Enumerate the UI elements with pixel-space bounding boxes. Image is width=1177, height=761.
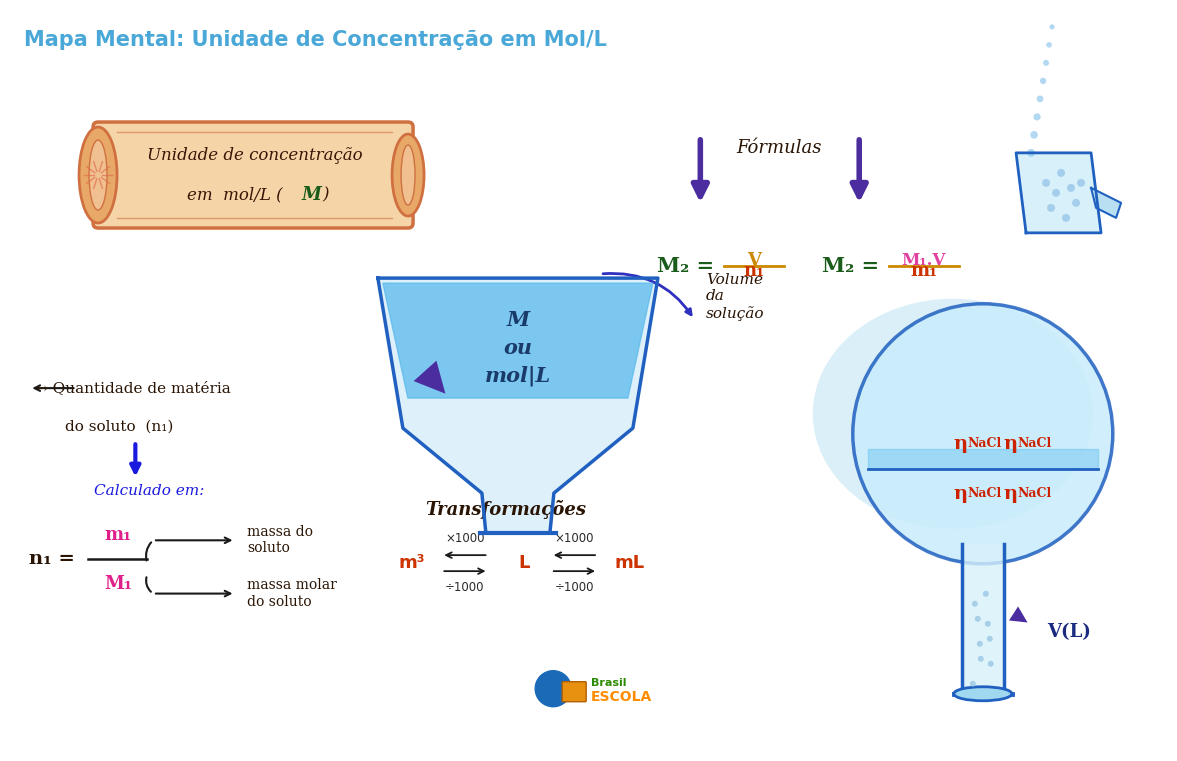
Text: massa do
soluto: massa do soluto <box>247 525 313 556</box>
FancyArrowPatch shape <box>320 253 445 393</box>
Circle shape <box>1077 179 1085 187</box>
Text: Fórmulas: Fórmulas <box>737 139 822 158</box>
Text: ×1000: ×1000 <box>554 532 594 545</box>
Circle shape <box>1037 95 1044 102</box>
Text: M₂ =: M₂ = <box>822 256 879 276</box>
Text: ESCOLA: ESCOLA <box>591 689 652 704</box>
Text: n₁: n₁ <box>744 263 764 280</box>
Text: ÷1000: ÷1000 <box>445 581 485 594</box>
Text: ÷1000: ÷1000 <box>554 581 594 594</box>
Polygon shape <box>1091 188 1121 218</box>
Text: ×1000: ×1000 <box>445 532 485 545</box>
Text: Brasil: Brasil <box>591 678 626 688</box>
Ellipse shape <box>79 127 117 223</box>
Circle shape <box>1028 149 1035 157</box>
Text: Transformações: Transformações <box>426 501 586 519</box>
Text: NaCl: NaCl <box>967 487 1002 500</box>
Text: NaCl: NaCl <box>967 438 1002 451</box>
Circle shape <box>536 670 571 707</box>
Ellipse shape <box>401 145 415 205</box>
Text: Calculado em:: Calculado em: <box>94 484 205 498</box>
Circle shape <box>853 304 1112 564</box>
Circle shape <box>1030 131 1038 139</box>
Text: massa molar
do soluto: massa molar do soluto <box>247 578 337 609</box>
Ellipse shape <box>392 134 424 216</box>
Text: η: η <box>1004 485 1018 503</box>
Text: M₁.V: M₁.V <box>902 253 946 269</box>
Text: NaCl: NaCl <box>1018 438 1052 451</box>
Circle shape <box>983 591 989 597</box>
Text: M: M <box>301 186 321 204</box>
Text: Volume
da
solução: Volume da solução <box>706 273 765 320</box>
Circle shape <box>1052 189 1060 197</box>
Text: η: η <box>953 485 967 503</box>
Text: Unidade de concentração: Unidade de concentração <box>147 147 363 164</box>
Text: m₁: m₁ <box>910 263 937 280</box>
Circle shape <box>1046 42 1052 48</box>
Text: → Quantidade de matéria: → Quantidade de matéria <box>35 381 231 395</box>
Circle shape <box>978 656 984 662</box>
Polygon shape <box>383 283 653 398</box>
Circle shape <box>1043 60 1049 66</box>
Text: n₁ =: n₁ = <box>29 550 82 568</box>
Polygon shape <box>962 544 1004 694</box>
Circle shape <box>988 661 993 667</box>
Text: η: η <box>953 435 967 453</box>
Text: V(L): V(L) <box>1048 622 1091 641</box>
FancyBboxPatch shape <box>563 682 586 702</box>
Text: Mapa Mental: Unidade de Concentração em Mol/L: Mapa Mental: Unidade de Concentração em … <box>24 30 606 50</box>
Circle shape <box>1057 169 1065 177</box>
Text: L: L <box>518 554 530 572</box>
Text: NaCl: NaCl <box>1018 487 1052 500</box>
Circle shape <box>1048 204 1055 212</box>
Circle shape <box>975 616 980 622</box>
Polygon shape <box>378 278 658 533</box>
Text: ): ) <box>321 186 328 203</box>
Text: mL: mL <box>614 554 645 572</box>
Text: η: η <box>1004 435 1018 453</box>
Circle shape <box>985 621 991 627</box>
FancyBboxPatch shape <box>93 122 413 228</box>
Circle shape <box>970 681 976 686</box>
Circle shape <box>986 635 992 642</box>
Text: em  mol/L (: em mol/L ( <box>187 186 282 203</box>
Ellipse shape <box>89 140 107 210</box>
Circle shape <box>1042 179 1050 187</box>
Text: V: V <box>747 253 760 270</box>
Text: m₁: m₁ <box>105 526 131 544</box>
Ellipse shape <box>953 686 1012 701</box>
Circle shape <box>1050 24 1055 30</box>
Circle shape <box>1062 214 1070 222</box>
Text: m³: m³ <box>399 554 425 572</box>
Circle shape <box>977 641 983 647</box>
FancyArrowPatch shape <box>997 603 1028 622</box>
Circle shape <box>1072 199 1080 207</box>
Text: do soluto  (n₁): do soluto (n₁) <box>65 419 173 433</box>
Circle shape <box>1033 113 1040 120</box>
Ellipse shape <box>813 299 1092 529</box>
Circle shape <box>972 600 978 607</box>
Text: M
ou
mol|L: M ou mol|L <box>485 310 551 387</box>
Text: M₂ =: M₂ = <box>657 256 714 276</box>
Polygon shape <box>1016 153 1100 233</box>
Circle shape <box>1068 184 1075 192</box>
Circle shape <box>1039 78 1046 84</box>
Text: M₁: M₁ <box>104 575 132 593</box>
